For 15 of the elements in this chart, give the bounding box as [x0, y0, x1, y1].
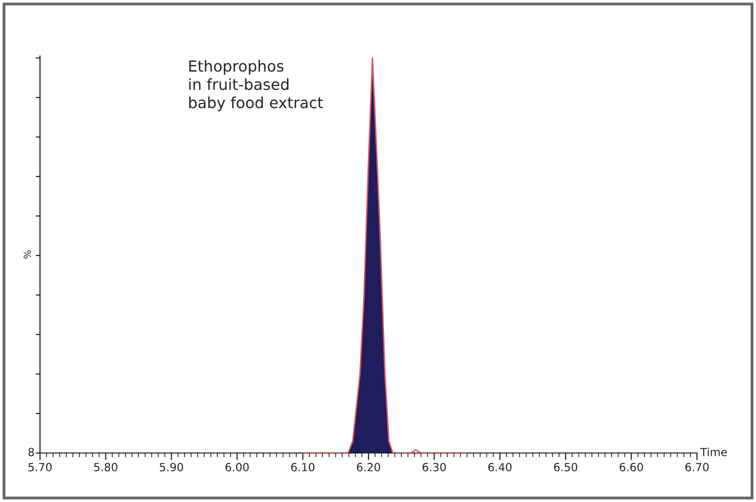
x-tick-label: 6.10 [291, 462, 314, 472]
x-tick-label: 6.20 [356, 462, 380, 472]
annotation: Ethoprophos in fruit-based baby food extract [189, 60, 323, 112]
x-tick-label: 6.50 [554, 462, 578, 472]
x-tick-label: 6.30 [422, 462, 446, 472]
x-tick-label: 6.40 [488, 462, 512, 472]
x-tick-label: 6.60 [620, 462, 643, 472]
x-tick-label: 5.90 [160, 462, 184, 472]
y-axis-title: % [24, 250, 31, 259]
x-tick-label: 6.00 [226, 462, 249, 472]
x-tick-label: 5.70 [28, 462, 52, 472]
text: 8 [28, 448, 34, 456]
x-tick-label: 6.70 [685, 462, 709, 472]
x-tick-label: 5.80 [94, 462, 118, 472]
x-axis-title: Time [700, 448, 727, 456]
